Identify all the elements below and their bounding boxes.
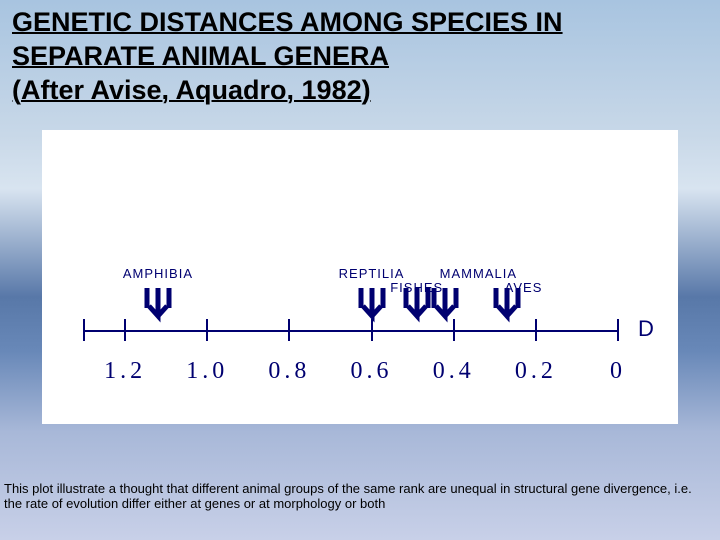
title-line-3: (After Avise, Aquadro, 1982) — [12, 74, 708, 108]
axis-tick-label: 0.4 — [433, 358, 475, 385]
axis-label: D — [638, 316, 654, 342]
axis-tick-label: 0.2 — [515, 358, 557, 385]
group-label: AMPHIBIA — [123, 266, 193, 281]
down-arrow-icon — [141, 286, 175, 331]
title-line-1: GENETIC DISTANCES AMONG SPECIES IN — [12, 6, 708, 40]
down-arrow-icon — [428, 286, 462, 331]
group-label: MAMMALIA — [440, 266, 517, 281]
axis-tick — [535, 319, 537, 341]
caption-text: This plot illustrate a thought that diff… — [4, 481, 700, 512]
axis-tick-label: 1.2 — [104, 358, 146, 385]
group-label: REPTILIA — [339, 266, 405, 281]
chart-area: 1.21.00.80.60.40.20DAMPHIBIAREPTILIAFISH… — [72, 130, 648, 424]
axis-tick-label: 0 — [610, 358, 626, 385]
axis-tick-label: 1.0 — [186, 358, 228, 385]
axis-tick-label: 0.8 — [268, 358, 310, 385]
axis-endcap — [83, 319, 85, 341]
axis-tick — [288, 319, 290, 341]
axis-tick — [124, 319, 126, 341]
slide-title: GENETIC DISTANCES AMONG SPECIES IN SEPAR… — [0, 0, 720, 107]
axis-tick — [206, 319, 208, 341]
axis-tick-label: 0.6 — [351, 358, 393, 385]
chart-panel: 1.21.00.80.60.40.20DAMPHIBIAREPTILIAFISH… — [42, 130, 678, 424]
down-arrow-icon — [490, 286, 524, 331]
axis-tick — [617, 319, 619, 341]
down-arrow-icon — [355, 286, 389, 331]
title-line-2: SEPARATE ANIMAL GENERA — [12, 40, 708, 74]
